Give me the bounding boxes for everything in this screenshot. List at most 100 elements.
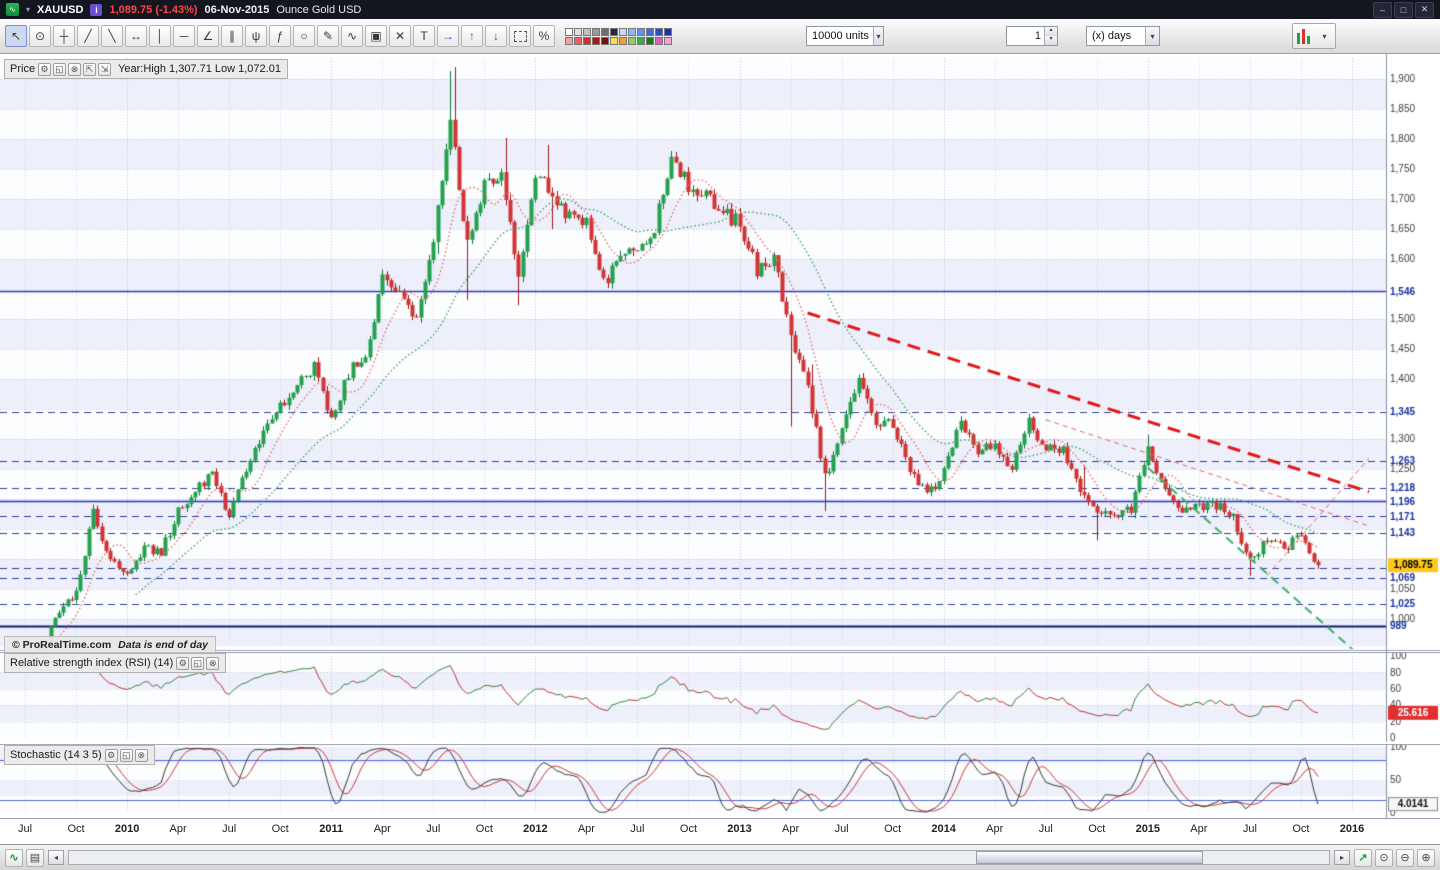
instrument-info-icon[interactable]: i [90, 3, 103, 16]
settings-icon[interactable]: ⚙ [104, 748, 118, 762]
palette-swatch[interactable] [664, 27, 672, 36]
close-icon[interactable]: ⊗ [68, 62, 82, 76]
x-axis-year-label: 2014 [931, 823, 956, 835]
delete-tool[interactable]: ✕ [389, 25, 411, 47]
palette-swatch[interactable] [601, 36, 609, 45]
palette-swatch[interactable] [637, 36, 645, 45]
palette-swatch[interactable] [619, 36, 627, 45]
palette-swatch[interactable] [565, 27, 573, 36]
down-arrow-marker-tool[interactable]: ↓ [485, 25, 507, 47]
x-axis-month-label: Oct [679, 823, 698, 835]
timeframe-dropdown[interactable]: (x) days ▾ [1086, 26, 1160, 46]
extended-line-tool[interactable]: ↔ [125, 25, 147, 47]
ellipse-tool[interactable]: ○ [293, 25, 315, 47]
palette-swatch[interactable] [574, 27, 582, 36]
palette-swatch[interactable] [592, 27, 600, 36]
x-axis-month-label: Oct [1088, 823, 1106, 835]
quote-date: 06-Nov-2015 [204, 3, 270, 16]
symbol-label[interactable]: XAUUSD [37, 3, 84, 16]
pencil-tool[interactable]: ✎ [317, 25, 339, 47]
x-axis-month-label: Apr [986, 823, 1004, 835]
detach-icon[interactable]: ◱ [119, 748, 133, 762]
stochastic-chart-canvas[interactable] [0, 744, 1440, 818]
segment-tool[interactable]: ╱ [77, 25, 99, 47]
palette-swatch[interactable] [619, 27, 627, 36]
window-controls: – □ ✕ [1373, 1, 1434, 18]
palette-swatch[interactable] [664, 36, 672, 45]
stochastic-pane-header: Stochastic (14 3 5) ⚙ ◱ ⊗ [4, 745, 155, 765]
compare-icon[interactable]: ▤ [26, 848, 44, 867]
palette-swatch[interactable] [655, 36, 663, 45]
curve-tool[interactable]: ∿ [341, 25, 363, 47]
close-button[interactable]: ✕ [1415, 1, 1434, 18]
minimize-button[interactable]: – [1373, 1, 1392, 18]
spin-down-icon[interactable]: ▾ [1045, 36, 1057, 45]
zoom-out-icon[interactable]: ⊖ [1396, 848, 1414, 867]
x-axis-month-label: Apr [169, 823, 187, 835]
x-axis-year-label: 2012 [523, 823, 548, 835]
channel-tool[interactable]: ∥ [221, 25, 243, 47]
bars-count-input[interactable]: 1 ▴ ▾ [1006, 26, 1058, 46]
palette-swatch[interactable] [610, 36, 618, 45]
restore-button[interactable]: □ [1394, 1, 1413, 18]
palette-swatch[interactable] [583, 36, 591, 45]
palette-swatch[interactable] [601, 27, 609, 36]
chart-style-button[interactable]: ▾ [1292, 23, 1336, 49]
cursor-tool[interactable]: ↖ [5, 25, 27, 47]
scroll-left-button[interactable]: ◂ [48, 850, 64, 865]
chevron-down-icon: ▾ [1145, 27, 1159, 45]
vertical-line-tool[interactable]: │ [149, 25, 171, 47]
angle-tool[interactable]: ∠ [197, 25, 219, 47]
palette-swatch[interactable] [628, 27, 636, 36]
close-icon[interactable]: ⊗ [134, 748, 148, 762]
price-pane-header: Price ⚙ ◱ ⊗ ⇱ ⇲ Year:High 1,307.71 Low 1,072… [4, 59, 288, 79]
palette-swatch[interactable] [610, 27, 618, 36]
palette-swatch[interactable] [655, 27, 663, 36]
crosshair-tool[interactable]: ┼ [53, 25, 75, 47]
chart-scrollbar[interactable] [68, 850, 1330, 865]
x-axis-month-label: Apr [577, 823, 595, 835]
fit-chart-icon[interactable]: ↗ [1354, 848, 1372, 867]
palette-swatch[interactable] [646, 27, 654, 36]
symbol-dropdown-icon[interactable]: ▾ [26, 5, 31, 14]
zoom-in-icon[interactable]: ⊕ [1417, 848, 1435, 867]
spin-up-icon[interactable]: ▴ [1045, 27, 1057, 36]
settings-icon[interactable]: ⚙ [176, 656, 190, 670]
detach-icon[interactable]: ◱ [191, 656, 205, 670]
close-icon[interactable]: ⊗ [206, 656, 220, 670]
x-axis-month-label: Oct [67, 823, 85, 835]
bars-count-value: 1 [1034, 30, 1041, 42]
units-dropdown[interactable]: 10000 units ▾ [806, 26, 884, 46]
horizontal-line-tool[interactable]: ─ [173, 25, 195, 47]
palette-swatch[interactable] [565, 36, 573, 45]
palette-swatch[interactable] [628, 36, 636, 45]
minimize-pane-icon[interactable]: ⇲ [98, 62, 112, 76]
indicators-icon[interactable]: ∿ [5, 848, 23, 867]
rsi-chart-canvas[interactable] [0, 652, 1440, 742]
tools-menu[interactable]: ▣ [365, 25, 387, 47]
palette-swatch[interactable] [637, 27, 645, 36]
percent-retracement-tool[interactable]: % [533, 25, 555, 47]
zoom-selection-icon[interactable]: ⊙ [1375, 848, 1393, 867]
ray-tool[interactable]: ╲ [101, 25, 123, 47]
palette-swatch[interactable] [583, 27, 591, 36]
maximize-pane-icon[interactable]: ⇱ [83, 62, 97, 76]
price-pane-buttons: ⚙ ◱ ⊗ ⇱ ⇲ [38, 62, 112, 76]
scrollbar-thumb[interactable] [976, 851, 1203, 864]
text-tool[interactable]: T [413, 25, 435, 47]
arrow-annotation-tool[interactable]: → [437, 25, 459, 47]
detach-icon[interactable]: ◱ [53, 62, 67, 76]
palette-swatch[interactable] [646, 36, 654, 45]
bottom-right-buttons: ↗ ⊙ ⊖ ⊕ [1354, 848, 1435, 867]
zoom-tool[interactable]: ⊙ [29, 25, 51, 47]
settings-icon[interactable]: ⚙ [38, 62, 52, 76]
pitchfork-tool[interactable]: ψ [245, 25, 267, 47]
up-arrow-marker-tool[interactable]: ↑ [461, 25, 483, 47]
palette-swatch[interactable] [592, 36, 600, 45]
scroll-right-button[interactable]: ▸ [1334, 850, 1350, 865]
price-chart-canvas[interactable] [0, 54, 1440, 652]
fibonacci-tool[interactable]: ƒ [269, 25, 291, 47]
selection-rect-tool[interactable] [509, 25, 531, 47]
palette-swatch[interactable] [574, 36, 582, 45]
x-axis-month-label: Apr [782, 823, 800, 835]
